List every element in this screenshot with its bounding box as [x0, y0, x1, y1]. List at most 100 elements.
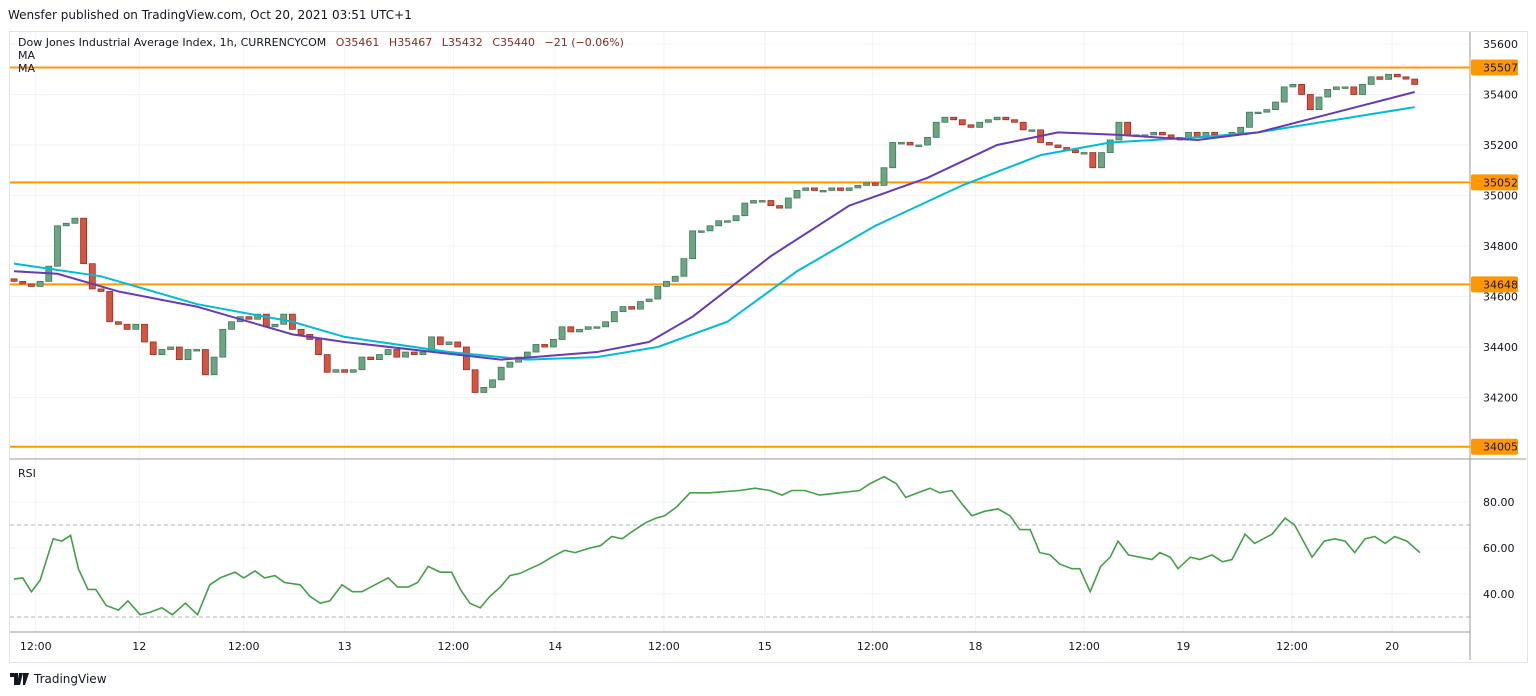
time-tick-label: 15: [758, 640, 772, 653]
tradingview-logo-icon: [10, 673, 29, 685]
candle-up: [1246, 111, 1253, 128]
candle-up: [158, 349, 166, 355]
candle-up: [184, 349, 192, 361]
time-tick-label: 20: [1385, 640, 1399, 653]
candle-up: [1098, 152, 1105, 169]
candle-up: [1150, 131, 1158, 136]
candle-down: [367, 356, 375, 361]
candle-down: [80, 217, 87, 265]
publisher-line: Wensfer published on TradingView.com, Oc…: [8, 8, 412, 22]
candle-up: [1359, 84, 1366, 95]
time-tick-label: 12: [132, 640, 146, 653]
candle-up: [375, 354, 383, 361]
candle-down: [811, 187, 818, 191]
candle-down: [1298, 84, 1305, 95]
candle-down: [1054, 144, 1062, 148]
candle-up: [784, 197, 792, 209]
time-tick-label: 14: [548, 640, 562, 653]
rsi-tick-label: 80.00: [1483, 496, 1515, 509]
candle-down: [1350, 86, 1358, 95]
ma-fast-line: [13, 91, 1415, 361]
candle-down: [115, 321, 122, 325]
candle-up: [71, 217, 79, 224]
ma-legend-1[interactable]: MA: [18, 49, 36, 62]
candle-up: [924, 137, 931, 146]
candle-down: [1159, 131, 1166, 136]
time-tick-label: 12:00: [437, 640, 469, 653]
candle-up: [689, 230, 696, 260]
candle-down: [1306, 94, 1314, 111]
candle-up: [584, 326, 592, 330]
candle-down: [323, 354, 331, 373]
candle-down: [10, 278, 18, 282]
candle-down: [315, 339, 322, 355]
candle-up: [402, 351, 409, 358]
candle-up: [1289, 84, 1297, 88]
candle-down: [1211, 131, 1218, 136]
rsi-legend[interactable]: RSI: [18, 467, 36, 480]
candle-down: [1402, 76, 1410, 80]
candle-up: [854, 184, 862, 189]
candle-up: [637, 301, 644, 310]
candle-up: [985, 119, 992, 123]
price-tick-label: 35000: [1483, 190, 1518, 203]
candle-up: [349, 369, 357, 373]
candle-up: [132, 323, 140, 330]
price-tick-label: 35200: [1483, 139, 1518, 152]
candle-up: [1341, 86, 1349, 89]
ma-legend-2[interactable]: MA: [18, 62, 36, 75]
time-tick-label: 12:00: [648, 640, 680, 653]
candle-up: [828, 187, 836, 191]
symbol-title: Dow Jones Industrial Average Index, 1h, …: [18, 36, 327, 49]
candle-up: [1106, 139, 1114, 153]
candle-down: [454, 341, 462, 348]
time-tick-label: 12:00: [1276, 640, 1308, 653]
candle-up: [193, 349, 201, 352]
candle-up: [915, 144, 923, 147]
candle-up: [384, 349, 392, 355]
time-tick-label: 12:00: [228, 640, 260, 653]
candle-down: [906, 142, 914, 146]
candle-down: [567, 326, 575, 333]
footer-brand: TradingView: [34, 672, 107, 686]
candle-up: [532, 344, 540, 353]
level-price-badge: [1471, 438, 1518, 455]
candle-down: [1045, 142, 1053, 146]
candle-up: [332, 369, 340, 373]
candle-up: [36, 280, 44, 287]
candle-up: [610, 311, 618, 323]
candle-up: [724, 220, 731, 223]
candle-up: [1333, 86, 1340, 90]
candle-down: [958, 119, 966, 126]
candle-up: [706, 225, 714, 232]
candle-up: [654, 285, 662, 300]
candle-up: [1272, 101, 1279, 111]
candle-up: [593, 326, 601, 329]
candle-up: [228, 321, 235, 330]
candle-down: [1002, 116, 1010, 121]
candle-up: [898, 142, 905, 145]
candle-up: [1315, 96, 1323, 111]
candle-down: [27, 283, 35, 287]
high-value: H35467: [388, 36, 433, 49]
candle-up: [1237, 126, 1245, 133]
level-price-label: 34005: [1483, 441, 1518, 454]
rsi-tick-label: 60.00: [1483, 542, 1515, 555]
candle-up: [54, 225, 61, 267]
candle-up: [602, 321, 609, 328]
candle-up: [941, 116, 949, 123]
candle-up: [445, 341, 453, 345]
candle-down: [341, 369, 349, 373]
candle-up: [645, 298, 653, 302]
candle-up: [802, 187, 810, 191]
candle-down: [462, 346, 470, 371]
candle-down: [1019, 121, 1027, 131]
chart-frame: [9, 31, 1528, 663]
level-price-badge: [1471, 276, 1518, 293]
candle-down: [410, 351, 418, 355]
candle-down: [436, 336, 444, 345]
time-tick-label: 12:00: [857, 640, 889, 653]
level-price-badge: [1471, 59, 1518, 76]
candle-down: [967, 124, 975, 128]
